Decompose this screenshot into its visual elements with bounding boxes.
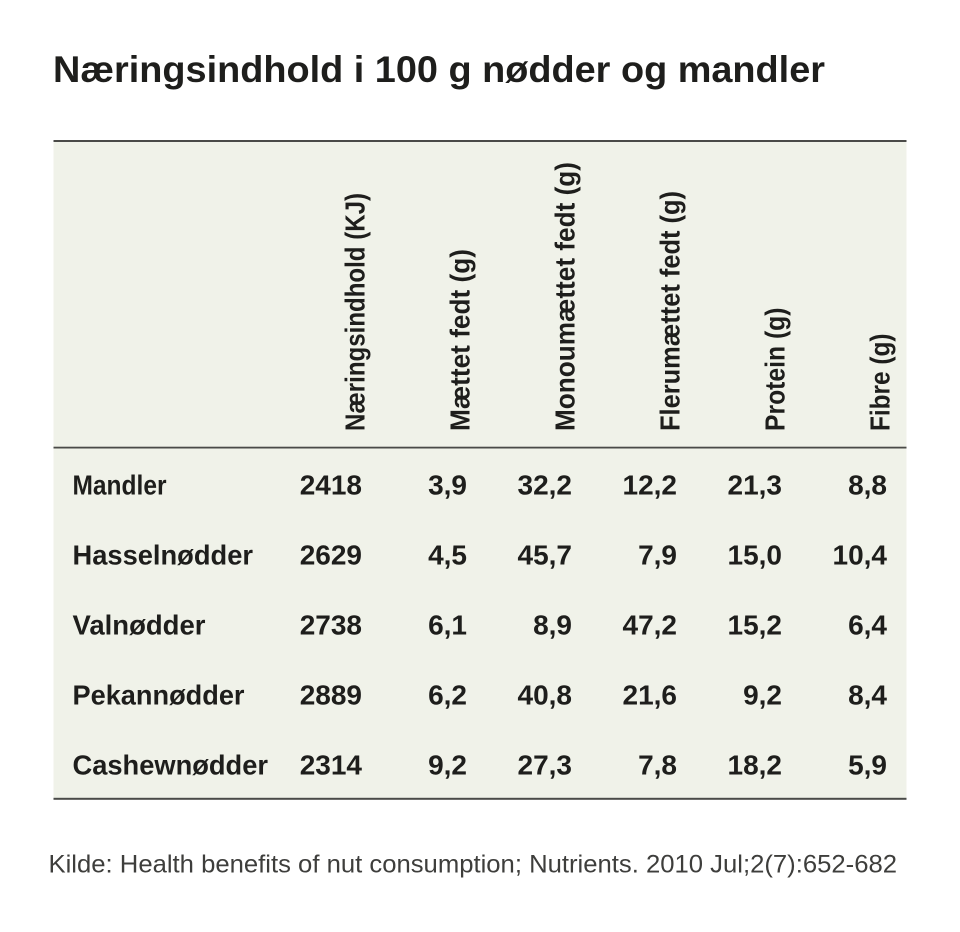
svg-text:45,7: 45,7 xyxy=(518,540,573,571)
svg-text:21,3: 21,3 xyxy=(728,470,783,501)
svg-text:15,2: 15,2 xyxy=(728,610,783,641)
svg-text:Flerumættet fedt (g): Flerumættet fedt (g) xyxy=(655,191,686,431)
svg-text:9,2: 9,2 xyxy=(428,750,467,781)
svg-text:3,9: 3,9 xyxy=(428,470,467,501)
svg-text:Hasselnødder: Hasselnødder xyxy=(73,540,254,571)
svg-text:Næringsindhold i 100 g nødder: Næringsindhold i 100 g nødder og mandler xyxy=(53,48,825,90)
svg-text:2738: 2738 xyxy=(300,610,362,641)
svg-text:Fibre (g): Fibre (g) xyxy=(865,334,896,432)
svg-text:40,8: 40,8 xyxy=(518,680,573,711)
svg-text:4,5: 4,5 xyxy=(428,540,467,571)
svg-text:2314: 2314 xyxy=(300,750,363,781)
svg-text:7,8: 7,8 xyxy=(638,750,677,781)
svg-text:Næringsindhold (KJ): Næringsindhold (KJ) xyxy=(340,193,371,431)
svg-text:Mandler: Mandler xyxy=(73,470,167,501)
svg-text:10,4: 10,4 xyxy=(833,540,888,571)
svg-text:18,2: 18,2 xyxy=(728,750,783,781)
svg-text:Kilde: Health benefits of nut: Kilde: Health benefits of nut consumptio… xyxy=(49,851,898,879)
svg-text:2629: 2629 xyxy=(300,540,362,571)
svg-text:9,2: 9,2 xyxy=(743,680,782,711)
svg-text:12,2: 12,2 xyxy=(623,470,678,501)
svg-text:2889: 2889 xyxy=(300,680,362,711)
svg-text:8,9: 8,9 xyxy=(533,610,572,641)
svg-text:8,4: 8,4 xyxy=(848,680,887,711)
svg-text:Monoumættet fedt (g): Monoumættet fedt (g) xyxy=(550,162,581,431)
svg-text:2418: 2418 xyxy=(300,470,362,501)
svg-text:Mættet fedt (g): Mættet fedt (g) xyxy=(445,249,476,431)
svg-text:Protein (g): Protein (g) xyxy=(760,308,791,432)
svg-text:6,1: 6,1 xyxy=(428,610,467,641)
svg-text:Valnødder: Valnødder xyxy=(73,610,206,641)
svg-text:6,4: 6,4 xyxy=(848,610,887,641)
svg-text:32,2: 32,2 xyxy=(518,470,573,501)
svg-text:5,9: 5,9 xyxy=(848,750,887,781)
svg-text:15,0: 15,0 xyxy=(728,540,783,571)
svg-text:6,2: 6,2 xyxy=(428,680,467,711)
svg-text:Cashewnødder: Cashewnødder xyxy=(73,750,269,781)
svg-text:Pekannødder: Pekannødder xyxy=(73,680,245,711)
svg-text:8,8: 8,8 xyxy=(848,470,887,501)
svg-text:7,9: 7,9 xyxy=(638,540,677,571)
svg-text:21,6: 21,6 xyxy=(623,680,678,711)
svg-text:27,3: 27,3 xyxy=(518,750,573,781)
svg-text:47,2: 47,2 xyxy=(623,610,678,641)
